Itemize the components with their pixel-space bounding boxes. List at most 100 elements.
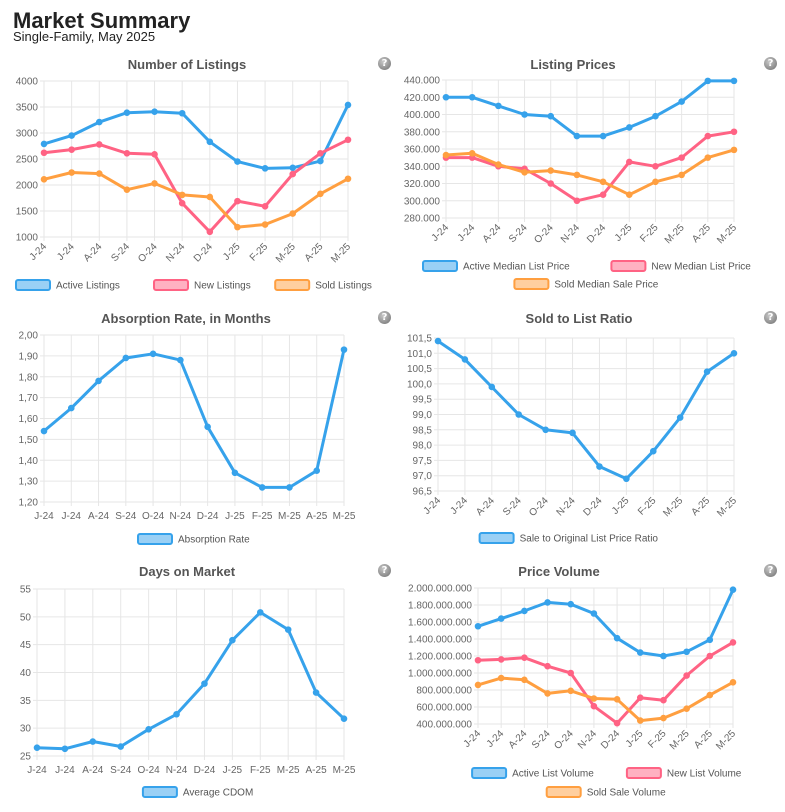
data-point [636,649,644,656]
legend-label: Sale to Original List Price Ratio [520,534,659,545]
data-point [340,346,348,353]
data-point [258,484,266,491]
data-point [261,221,269,228]
y-tick-label: 1,50 [19,435,39,446]
x-tick-label: S-24 [115,511,137,522]
data-point [123,149,131,157]
data-point [573,197,581,205]
data-point [544,662,551,670]
data-point [206,228,214,236]
help-question-icon[interactable]: ? [378,311,391,324]
data-point [178,191,186,199]
y-tick-label: 25 [20,752,32,763]
data-point [68,146,75,153]
page-subtitle: Single-Family, May 2025 [13,29,156,44]
data-point [567,669,575,677]
y-tick-label: 600.000.000 [416,703,472,714]
x-tick-label: M-25 [663,222,687,246]
data-point [704,77,712,85]
data-point [652,162,659,170]
x-tick-label: O-24 [532,222,556,246]
data-point [95,118,103,126]
help-question-icon[interactable]: ? [764,57,777,70]
x-tick-label: F-25 [250,765,271,776]
x-tick-label: J-24 [27,765,47,776]
x-tick-label: N-24 [170,511,192,522]
data-point [547,167,555,174]
data-point [201,680,208,687]
plot-area: 96,5 97,0 97,5 98,0 98,5 99,0 99,5 100,0 100,5 10… [407,334,739,520]
series-line [477,676,734,723]
y-tick-label: 1.400.000.000 [408,635,472,646]
x-tick-label: M-25 [274,241,298,265]
x-tick-label: J-24 [485,728,507,750]
data-point [177,356,184,364]
data-point [289,210,297,217]
x-tick-label: O-24 [552,728,576,752]
help-question-icon[interactable]: ? [764,311,777,324]
data-point [569,429,576,437]
y-tick-label: 1.600.000.000 [408,618,472,629]
y-tick-label: 100,5 [407,364,432,375]
y-tick-label: 50 [20,612,32,623]
data-point [542,426,549,434]
data-point [729,679,737,686]
data-point [599,132,607,140]
data-point [67,404,75,412]
legend-swatch [422,260,458,272]
chart-panel-absorption-rate: Absorption Rate, in Months 1,20 1,30 1,40 1… [0,306,392,558]
x-tick-label: D-24 [585,222,608,245]
data-point [497,674,505,682]
data-point [729,639,737,646]
x-tick-label: J-24 [456,222,478,244]
y-tick-label: 97,5 [413,456,433,467]
number-of-listings-chart: Number of Listings 1000 1500 2000 2500 3000 3… [15,57,372,292]
help-question-icon[interactable]: ? [378,57,391,70]
x-tick-label: J-24 [422,495,444,517]
data-point [678,154,685,161]
help-question-icon[interactable]: ? [764,564,777,577]
chart-title: Days on Market [139,564,236,579]
x-tick-label: A-24 [82,241,105,264]
data-point [95,377,102,385]
data-point [173,710,180,718]
help-question-icon[interactable]: ? [378,564,391,577]
legend-label: New Listings [194,281,251,292]
legend-swatch [137,533,173,545]
legend-label: Sold Sale Volume [587,788,666,799]
y-tick-label: 1,70 [19,393,39,404]
x-tick-label: D-24 [599,728,622,751]
plot-area: 25 30 35 40 45 50 55 J-24 J-24 A-24 S-24 O-24 N-24 D-… [20,585,356,777]
y-tick-label: 96,5 [413,487,433,498]
data-point [515,411,523,418]
y-tick-label: 360.000 [404,145,441,156]
y-tick-label: 2.000.000.000 [408,584,472,595]
price-volume-chart: Price Volume 400.000.000 600.000.000 800.0… [408,564,742,799]
chart-title: Number of Listings [128,57,246,72]
y-tick-label: 1000 [16,233,39,244]
data-point [599,178,607,186]
x-tick-label: J-24 [448,495,470,517]
data-point [613,719,621,727]
x-tick-label: J-25 [221,241,243,263]
legend-swatch [141,786,178,798]
data-point [234,197,241,205]
legend-swatch [625,767,662,779]
data-point [521,168,528,176]
legend-swatch [478,532,515,544]
legend-swatch [545,786,582,798]
data-point [703,368,711,375]
data-point [40,175,48,183]
data-point [474,681,482,689]
data-point [683,648,690,656]
data-point [623,475,630,483]
data-point [652,178,659,186]
x-tick-label: J-24 [462,728,484,750]
data-point [590,702,598,710]
data-point [317,190,324,198]
data-point [206,138,214,146]
data-point [234,223,241,231]
series-line [446,130,735,203]
data-point [149,350,157,358]
y-tick-label: 98,0 [413,441,433,452]
